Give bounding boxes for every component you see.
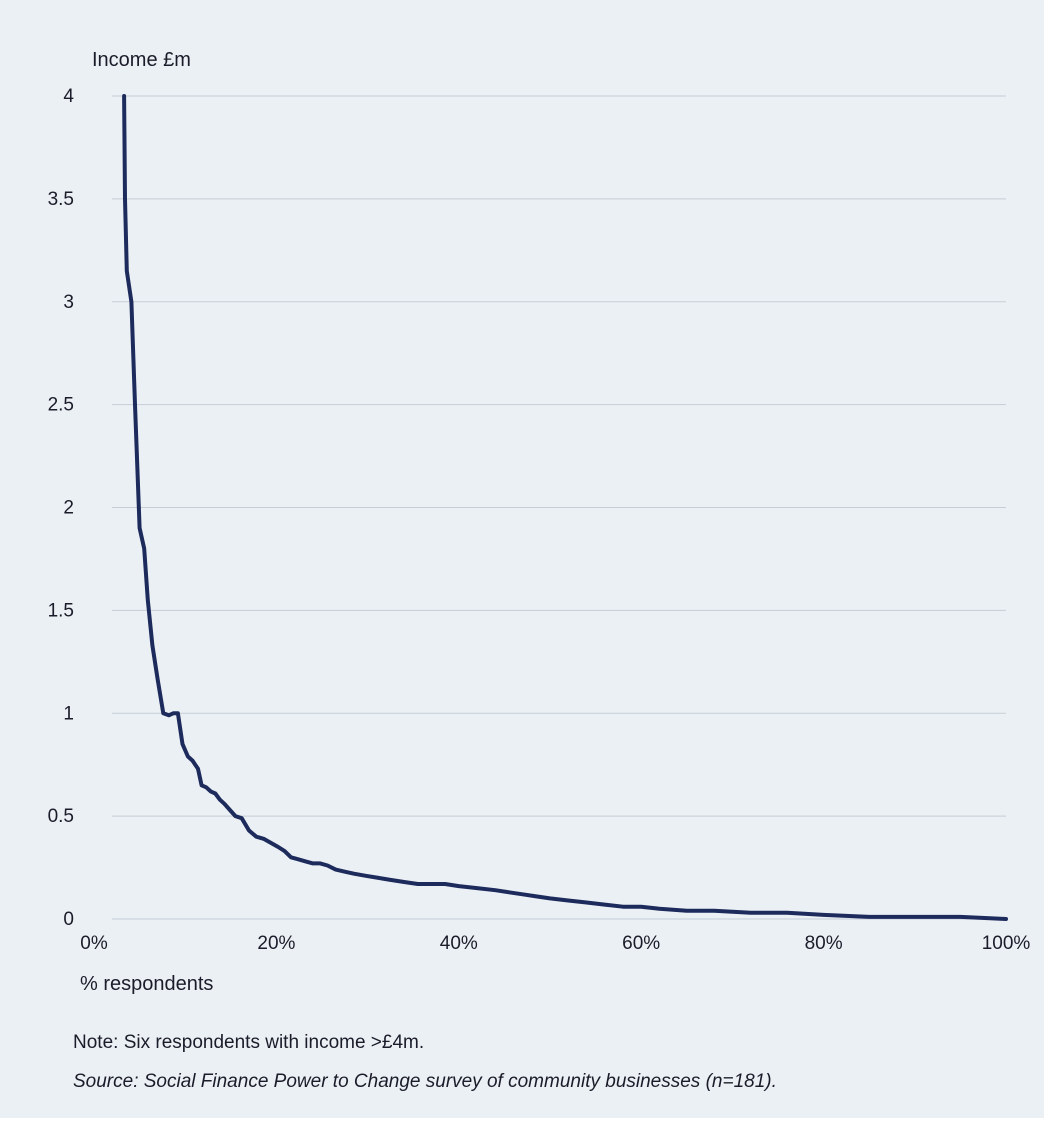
y-axis-title: Income £m — [92, 49, 191, 71]
chart-source: Source: Social Finance Power to Change s… — [73, 1071, 777, 1092]
series-group — [122, 94, 1008, 921]
income-series-line — [122, 94, 1008, 921]
y-tick-label: 1 — [63, 703, 74, 724]
income-distribution-chart: 0 0.5 1 1.5 2 2.5 3 3.5 4 0% 20% 40% 60% 80% 100% Inc… — [48, 49, 1031, 995]
x-tick-label: 80% — [805, 933, 843, 954]
y-tick-label: 0.5 — [48, 806, 74, 827]
x-tick-label: 20% — [257, 933, 295, 954]
y-tick-label: 4 — [63, 86, 74, 107]
y-tick-label: 1.5 — [48, 600, 74, 621]
y-tick-label: 3 — [63, 292, 74, 313]
y-tick-label: 3.5 — [48, 189, 74, 210]
x-tick-labels: 0% 20% 40% 60% 80% 100% — [80, 933, 1030, 954]
y-tick-label: 2 — [63, 498, 74, 519]
chart-note: Note: Six respondents with income >£4m. — [73, 1032, 425, 1053]
y-tick-label: 2.5 — [48, 395, 74, 416]
y-tick-labels: 0 0.5 1 1.5 2 2.5 3 3.5 4 — [48, 86, 75, 930]
x-tick-label: 100% — [982, 933, 1031, 954]
x-tick-label: 60% — [622, 933, 660, 954]
x-tick-label: 40% — [440, 933, 478, 954]
x-axis-title: % respondents — [80, 973, 213, 995]
x-tick-label: 0% — [80, 933, 108, 954]
y-tick-label: 0 — [63, 909, 74, 930]
gridlines — [112, 95, 1006, 920]
